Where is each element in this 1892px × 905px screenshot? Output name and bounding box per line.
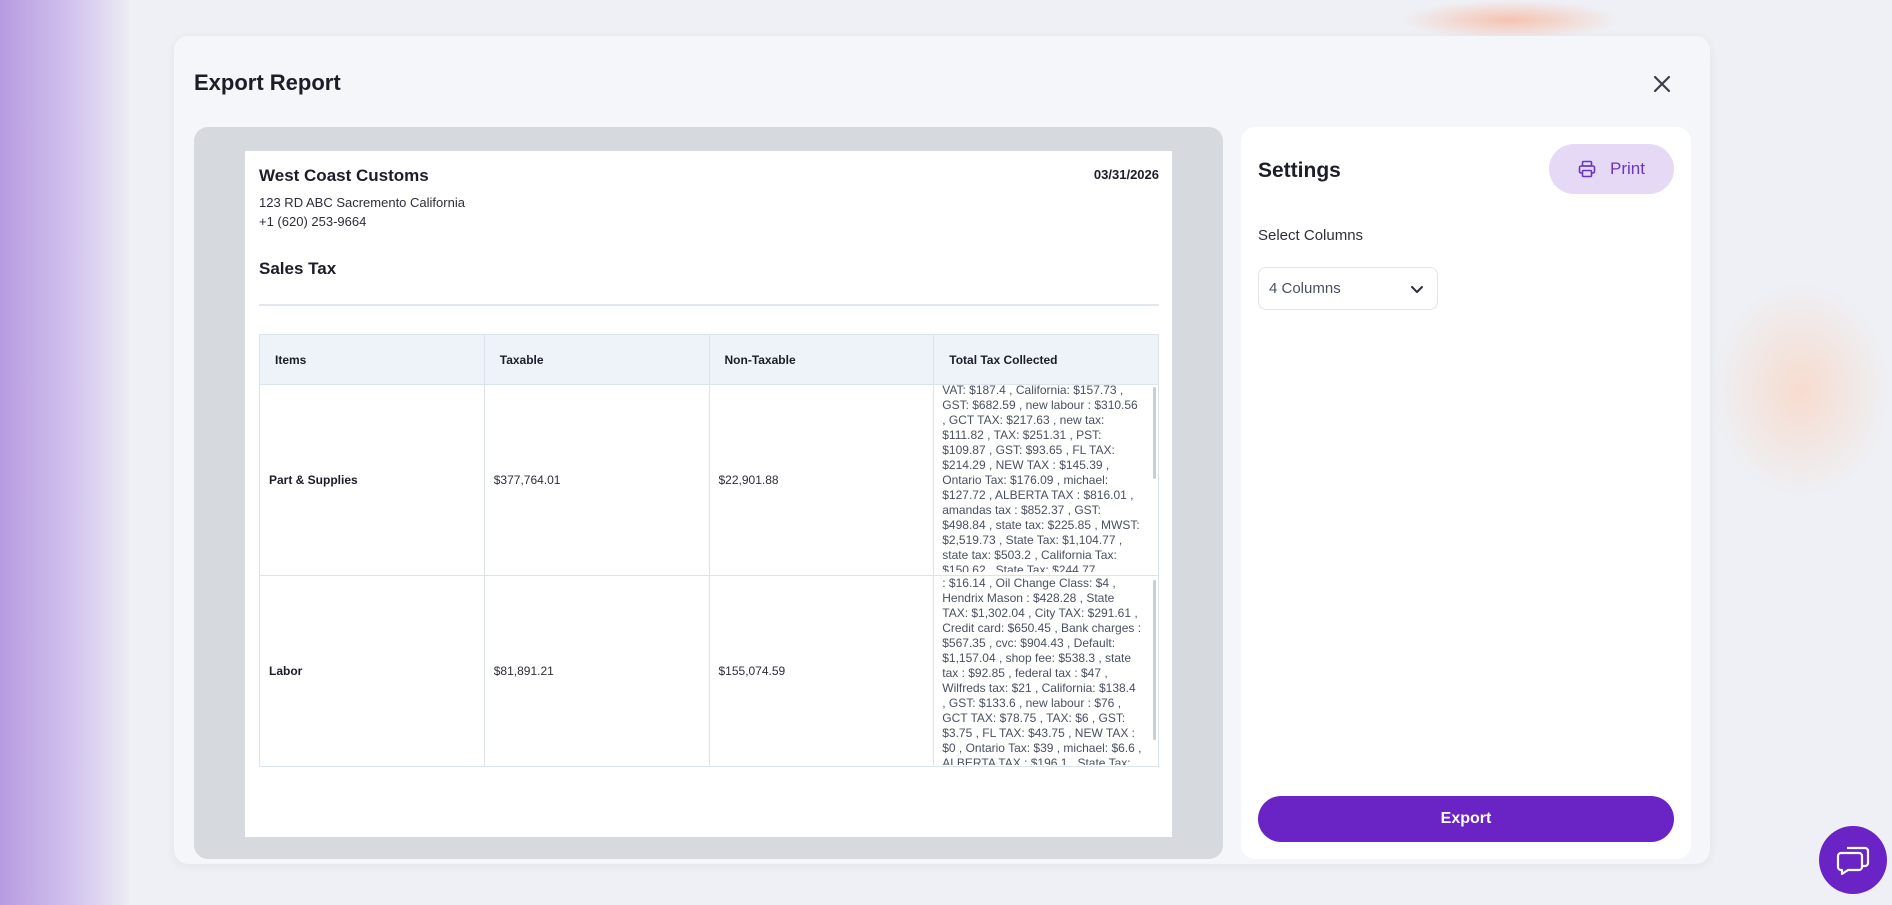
total-tax-cell[interactable]: : $16.14 , Oil Change Class: $4 , Hendrix… [933,575,1159,767]
tax-line: $3.75 , FL TAX: $43.75 , NEW TAX : [942,725,1136,740]
close-icon [1653,75,1671,93]
export-button[interactable]: Export [1258,796,1674,842]
tax-line: , GCT TAX: $217.63 , new tax: [942,412,1105,427]
chat-button[interactable] [1819,826,1887,894]
tax-line: $567.35 , cvc: $904.43 , Default: [942,635,1116,650]
table-row: Labor $81,891.21 $155,074.59 : $16.14 , … [259,575,1159,767]
tax-line: , GST: $133.6 , new labour : $76 , [942,695,1122,710]
total-tax-cell[interactable]: VAT: $187.4 , California: $157.73 , GST: … [933,383,1159,576]
chat-icon [1836,846,1870,876]
non-taxable-value: $155,074.59 [708,575,935,767]
tax-line: tax : $92.85 , federal tax : $47 , [942,665,1108,680]
tax-line: $150.62 , State Tax: $244.77 , [942,562,1103,572]
modal-title: Export Report [194,70,341,95]
background-blur-top [1400,0,1620,40]
close-button[interactable] [1648,70,1676,98]
taxable-value: $377,764.01 [483,384,710,576]
company-name: West Coast Customs [259,166,429,185]
tax-line: GST: $682.59 , new labour : $310.56 [942,397,1138,412]
columns-select-value: 4 Columns [1269,280,1341,297]
export-report-modal: Export Report West Coast Customs 03/31/2… [174,36,1710,864]
tax-breakdown-text: : $16.14 , Oil Change Class: $4 , Hendrix… [934,576,1158,765]
item-name: Labor [259,575,485,767]
table-row: Part & Supplies $377,764.01 $22,901.88 V… [259,383,1159,576]
settings-title: Settings [1258,159,1341,182]
column-header-taxable: Taxable [483,334,710,385]
column-header-non-taxable: Non-Taxable [708,334,935,385]
scrollbar[interactable] [1153,387,1156,479]
tax-line: $498.84 , state tax: $225.85 , MWST: [942,517,1140,532]
tax-breakdown-text: VAT: $187.4 , California: $157.73 , GST: … [934,383,1158,572]
item-name: Part & Supplies [259,384,485,576]
select-columns-label: Select Columns [1258,227,1364,244]
tax-line: GCT TAX: $78.75 , TAX: $6 , GST: [942,710,1126,725]
tax-line: $1,157.04 , shop fee: $538.3 , state [942,650,1132,665]
print-button[interactable]: Print [1549,144,1674,194]
sales-tax-table: Items Taxable Non-Taxable Total Tax Coll… [259,334,1159,767]
company-address: 123 RD ABC Sacremento California [259,195,465,210]
table-header-row: Items Taxable Non-Taxable Total Tax Coll… [259,334,1159,385]
background-blur-left [0,0,130,905]
report-date: 03/31/2026 [1093,167,1159,182]
divider [259,304,1159,306]
column-header-items: Items [259,334,485,385]
tax-line: $111.82 , TAX: $251.31 , PST: [942,427,1102,442]
background-blur-right [1710,280,1892,500]
tax-line: Hendrix Mason : $428.28 , State [942,590,1115,605]
tax-line: state tax: $503.2 , California Tax: [942,547,1117,562]
settings-panel: Settings Print Select Columns 4 Columns … [1241,127,1691,859]
tax-line: $0 , Ontario Tax: $39 , michael: $6.6 , [942,740,1142,755]
report-paper: West Coast Customs 03/31/2026 123 RD ABC… [245,151,1172,837]
report-preview-area[interactable]: West Coast Customs 03/31/2026 123 RD ABC… [194,127,1223,859]
tax-line: $2,519.73 , State Tax: $1,104.77 , [942,532,1123,547]
export-label: Export [1440,810,1492,827]
printer-icon [1578,160,1596,178]
tax-line: $127.72 , ALBERTA TAX : $816.01 , [942,487,1134,502]
tax-line: amandas tax : $852.37 , GST: [942,502,1102,517]
columns-select[interactable]: 4 Columns [1258,267,1438,310]
non-taxable-value: $22,901.88 [708,384,935,576]
tax-line: $214.29 , NEW TAX : $145.39 , [942,457,1110,472]
chevron-down-icon [1411,285,1423,293]
report-title: Sales Tax [259,259,337,278]
print-label: Print [1610,159,1645,178]
tax-line: TAX: $1,302.04 , City TAX: $291.61 , [942,605,1138,620]
tax-line: Credit card: $650.45 , Bank charges : [942,620,1142,635]
company-phone: +1 (620) 253-9664 [259,214,367,229]
tax-line: Ontario Tax: $176.09 , michael: [942,472,1109,487]
tax-line: Wilfreds tax: $21 , California: $138.4 [942,680,1136,695]
tax-line: VAT: $187.4 , California: $157.73 , [942,382,1124,397]
tax-line: $109.87 , GST: $93.65 , FL TAX: [942,442,1115,457]
tax-line: ALBERTA TAX : $196.1 , State Tax: [942,755,1131,765]
scrollbar[interactable] [1153,580,1156,740]
taxable-value: $81,891.21 [483,575,710,767]
column-header-total-tax: Total Tax Collected [933,334,1159,385]
tax-line: : $16.14 , Oil Change Class: $4 , [942,575,1116,590]
